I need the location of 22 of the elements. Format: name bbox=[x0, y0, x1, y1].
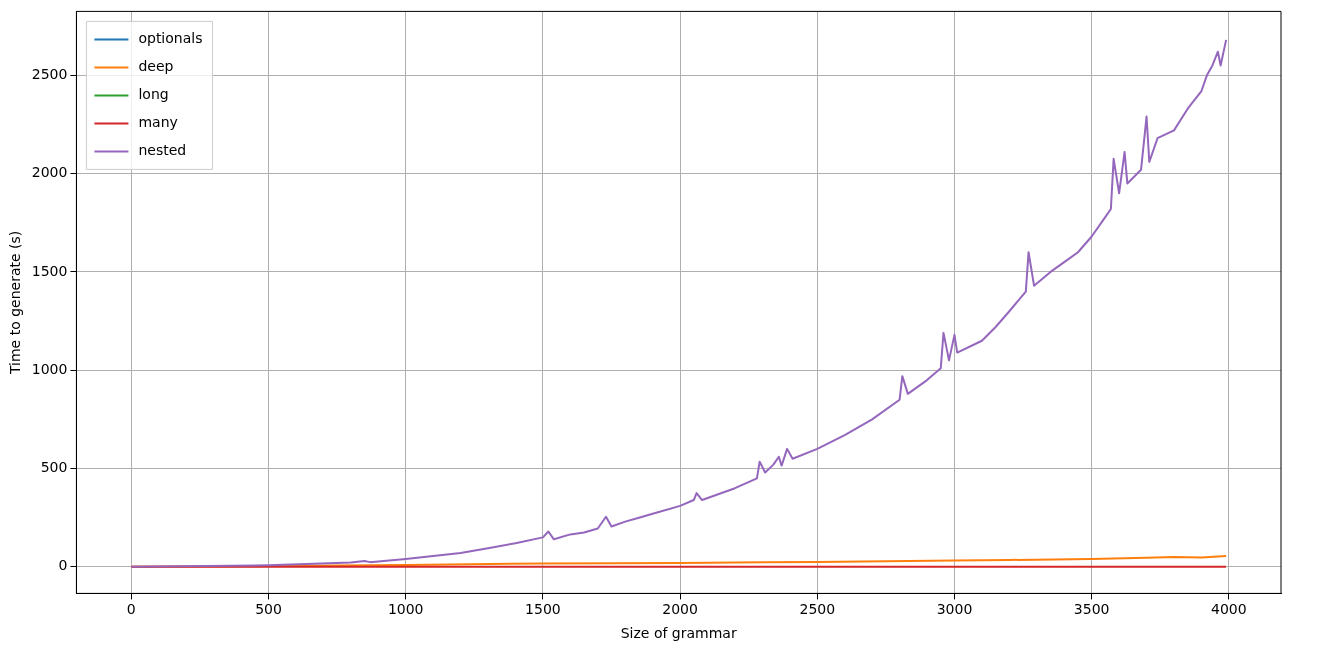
x-axis-title: Size of grammar bbox=[620, 625, 737, 642]
y-tick-label: 0 bbox=[58, 557, 68, 574]
legend-label: long bbox=[138, 86, 169, 103]
legend-label: optionals bbox=[138, 30, 203, 47]
x-tick-label: 2500 bbox=[799, 601, 836, 618]
y-tick-label: 1500 bbox=[31, 262, 68, 279]
x-tick-label: 3000 bbox=[936, 601, 973, 618]
y-tick-label: 2000 bbox=[31, 164, 68, 181]
x-tick-label: 4000 bbox=[1211, 601, 1247, 618]
y-tick-label: 1000 bbox=[31, 360, 68, 377]
legend-label: nested bbox=[138, 142, 187, 159]
y-tick-label: 500 bbox=[40, 459, 68, 476]
y-axis-title: Time to generate (s) bbox=[7, 230, 24, 376]
legend-label: many bbox=[138, 114, 178, 131]
x-tick-label: 500 bbox=[255, 601, 282, 618]
y-tick-label: 2500 bbox=[31, 65, 68, 82]
x-tick-label: 1500 bbox=[525, 601, 561, 618]
x-tick-label: 2000 bbox=[662, 601, 698, 618]
x-tick-label: 1000 bbox=[387, 601, 424, 618]
x-tick-label: 3500 bbox=[1073, 601, 1110, 618]
x-tick-label: 0 bbox=[126, 601, 136, 618]
legend-label: deep bbox=[138, 58, 174, 75]
